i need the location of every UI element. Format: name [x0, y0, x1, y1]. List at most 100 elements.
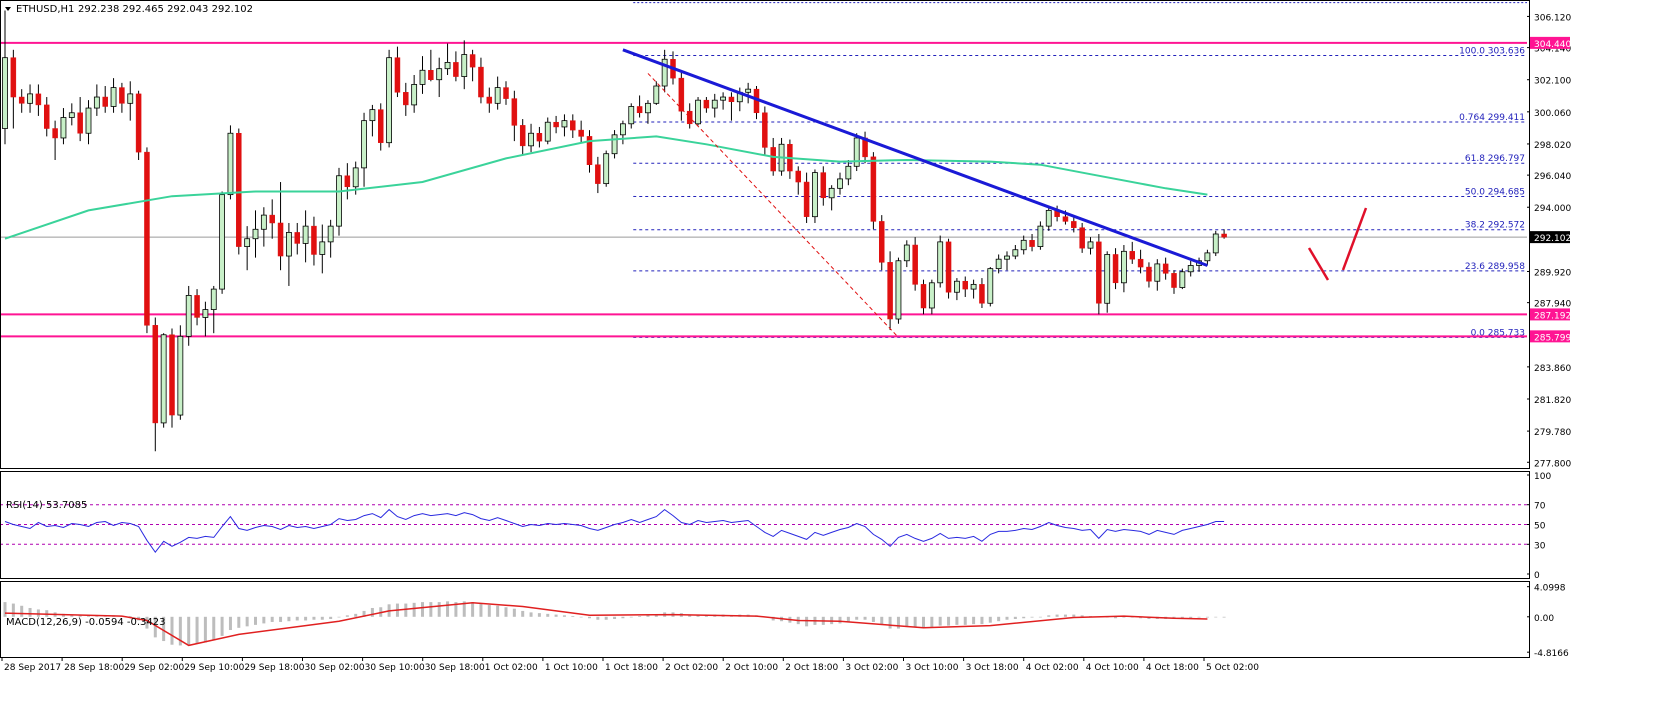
rsi-y-tick-label: 30	[1534, 541, 1546, 551]
bearish-candle	[1146, 266, 1152, 282]
bullish-candle	[620, 123, 626, 136]
macd-histogram-bar	[554, 614, 558, 617]
macd-histogram-bar	[905, 616, 909, 628]
support-resistance-levels	[0, 41, 1527, 338]
rsi-label: RSI(14) 53.7085	[6, 500, 87, 511]
bearish-candle	[1029, 240, 1035, 247]
bearish-candle	[403, 92, 409, 106]
rsi-y-tick-label: 50	[1534, 522, 1546, 532]
bullish-candle	[544, 121, 551, 142]
bullish-candle	[260, 214, 267, 230]
x-tick-label: 1 Oct 10:00	[545, 663, 598, 673]
x-tick-label: 29 Sep 10:00	[184, 663, 244, 673]
bearish-candle	[269, 214, 275, 224]
macd-histogram-bar	[863, 616, 867, 620]
rsi-line	[4, 508, 1225, 554]
bearish-candle	[428, 70, 434, 80]
macd-histogram-bar	[855, 616, 859, 620]
rsi-y-tick-label: 70	[1534, 502, 1546, 512]
bullish-candle	[1179, 271, 1186, 288]
y-tick-label: 289.920	[1534, 268, 1571, 278]
bullish-candle	[461, 54, 468, 77]
bullish-candle	[202, 309, 209, 318]
macd-histogram-bar	[1197, 616, 1201, 618]
macd-y-tick-label: -4.8166	[1534, 649, 1569, 659]
macd-histogram-bar	[1205, 616, 1209, 618]
macd-histogram-bar	[1055, 614, 1059, 617]
macd-histogram-bar	[429, 602, 433, 617]
bearish-candle	[912, 244, 918, 285]
dropdown-triangle-icon[interactable]	[5, 7, 11, 11]
bearish-candle	[511, 98, 518, 126]
bearish-candle	[18, 96, 25, 104]
bearish-candle	[119, 87, 125, 104]
macd-histogram-bar	[771, 616, 775, 621]
macd-histogram-bar	[913, 616, 917, 628]
bearish-candle	[1129, 251, 1135, 260]
bullish-candle	[628, 106, 635, 125]
x-tick-label: 28 Sep 2017	[4, 663, 61, 673]
macd-histogram-bar	[512, 608, 516, 617]
macd-histogram-bar	[128, 616, 132, 617]
macd-histogram-bar	[688, 614, 692, 617]
bullish-candle	[319, 241, 326, 255]
bearish-candle	[478, 66, 484, 98]
macd-histogram-bar	[1022, 616, 1026, 619]
macd-y-tick-label: 4.0998	[1534, 584, 1566, 594]
panel-frames	[0, 0, 1530, 658]
macd-histogram-bar	[254, 616, 257, 625]
candlestick-series	[2, 10, 1227, 452]
x-tick-label: 5 Oct 02:00	[1206, 663, 1259, 673]
bearish-candle	[795, 170, 801, 183]
bullish-candle	[244, 238, 251, 247]
bearish-candle	[1079, 227, 1085, 249]
macd-histogram-bar	[1038, 616, 1042, 618]
x-tick-label: 28 Sep 18:00	[64, 663, 124, 673]
macd-histogram-bar	[304, 616, 308, 621]
bearish-candle	[236, 132, 242, 247]
macd-histogram-bar	[846, 616, 850, 622]
macd-histogram-bar	[487, 605, 491, 617]
bullish-candle	[661, 58, 668, 87]
bullish-candle	[494, 87, 501, 104]
bearish-candle	[169, 334, 175, 416]
macd-histogram-bar	[145, 616, 149, 629]
bearish-candle	[703, 99, 710, 109]
macd-histogram-bar	[880, 616, 884, 625]
bullish-candle	[561, 120, 568, 128]
bearish-candle	[945, 241, 952, 293]
bullish-candle	[1087, 241, 1094, 249]
bearish-candle	[1112, 254, 1119, 284]
x-tick-label: 3 Oct 18:00	[966, 663, 1019, 673]
macd-histogram-bar	[922, 616, 925, 628]
macd-histogram-bar	[638, 616, 642, 617]
x-tick-label: 2 Oct 18:00	[785, 663, 838, 673]
bearish-candle	[311, 225, 317, 255]
time-x-axis: 28 Sep 2017 28 Sep 18:00 29 Sep 02:00 29 Se…	[1, 657, 1259, 673]
y-tick-label: 277.800	[1534, 459, 1571, 469]
bearish-candle	[1221, 233, 1227, 238]
macd-histogram-bar	[1080, 615, 1084, 617]
level-price-tag	[1530, 330, 1570, 343]
macd-histogram-bar	[972, 616, 976, 625]
bullish-candle	[1104, 254, 1111, 304]
macd-histogram-bar	[245, 616, 249, 627]
macd-histogram-bar	[1114, 616, 1118, 619]
bullish-candle	[653, 85, 660, 104]
y-tick-label: 279.780	[1534, 428, 1571, 438]
macd-histogram-bar	[1222, 616, 1226, 618]
macd-histogram-bar	[95, 616, 99, 617]
macd-histogram-bar	[562, 615, 566, 617]
macd-signal-line	[4, 602, 1208, 647]
bearish-candle	[294, 232, 300, 244]
macd-histogram-bar	[153, 616, 157, 638]
bullish-candle	[444, 61, 451, 70]
macd-histogram-bar	[320, 616, 324, 620]
bullish-candle	[60, 117, 67, 139]
fib-level-label: 100.0 303.636	[1459, 47, 1525, 57]
macd-histogram-bar	[938, 616, 942, 626]
x-tick-label: 1 Oct 02:00	[485, 663, 538, 673]
macd-histogram-bar	[262, 616, 266, 624]
macd-histogram-bar	[546, 613, 550, 617]
macd-histogram-bar	[20, 605, 24, 617]
